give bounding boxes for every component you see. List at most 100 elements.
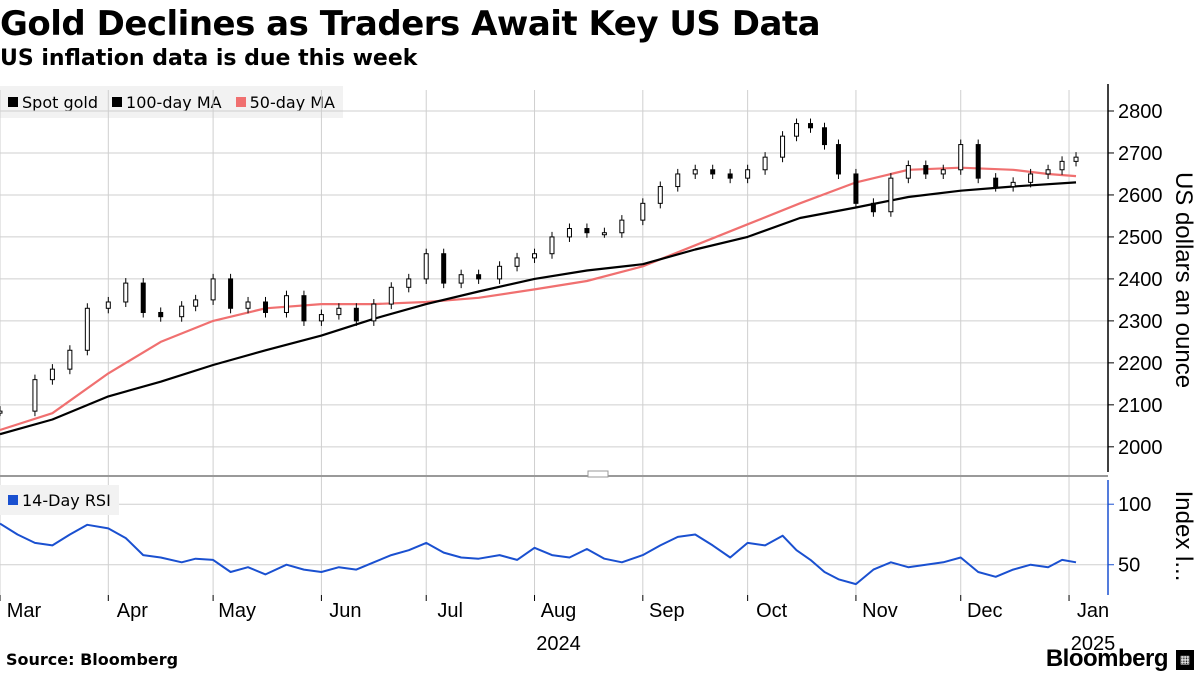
x-tick-label-5: Aug [541, 600, 577, 622]
series-spot-gold [0, 118, 1079, 417]
x-tick-label-3: Jun [329, 600, 361, 622]
candle-body-15 [283, 295, 289, 313]
chart-title: Gold Declines as Traders Await Key US Da… [0, 4, 821, 44]
y-axis-title-rsi: Index l... [1170, 491, 1197, 582]
main-legend: Spot gold 100-day MA 50-day MA [0, 86, 343, 118]
candle-body-21 [388, 286, 394, 305]
candle-body-2 [49, 368, 55, 381]
legend-label-rsi[interactable]: 14-Day RSI [22, 490, 111, 510]
x-tick-label-1: Apr [117, 600, 148, 622]
candle-body-3 [67, 349, 73, 370]
candle-body-50 [888, 177, 894, 213]
candle-body-39 [710, 169, 716, 175]
candle-body-20 [371, 303, 377, 322]
legend-swatch-rsi [8, 495, 18, 505]
legend-swatch-spot-gold [8, 97, 18, 107]
y-tick-label-2: 2200 [1118, 353, 1163, 375]
candle-body-10 [193, 299, 199, 307]
candle-body-58 [1028, 173, 1034, 183]
candle-body-38 [692, 169, 698, 175]
candle-body-8 [158, 311, 164, 318]
brand-logo-text: Bloomberg [1045, 645, 1169, 672]
candle-body-6 [123, 282, 129, 303]
candle-body-11 [210, 278, 216, 301]
candle-body-55 [975, 144, 981, 179]
candle-body-61 [1073, 156, 1079, 162]
x-tick-label-7: Oct [756, 600, 788, 622]
candle-body-18 [336, 307, 342, 316]
candle-body-41 [745, 169, 751, 179]
candle-body-54 [958, 144, 964, 171]
y-tick-label-3: 2300 [1118, 311, 1163, 333]
candle-body-13 [245, 301, 251, 309]
candle-body-59 [1045, 169, 1051, 175]
candle-body-9 [179, 305, 185, 318]
candle-body-29 [532, 253, 538, 259]
candle-body-51 [905, 165, 911, 179]
series-50-day-ma-line [0, 166, 1077, 432]
candle-body-56 [993, 177, 999, 188]
y-tick-label-6: 2600 [1118, 185, 1163, 207]
candle-body-0 [0, 410, 3, 414]
candle-body-53 [940, 169, 946, 175]
candle-body-48 [853, 173, 859, 204]
y-axis-title-main: US dollars an ounce [1170, 172, 1197, 388]
x-tick-label-6: Sep [649, 600, 685, 622]
candle-body-16 [301, 295, 307, 322]
candle-body-22 [406, 278, 412, 288]
y-tick-label-4: 2400 [1118, 269, 1163, 291]
y-tick-label-8: 2800 [1118, 101, 1163, 123]
candle-body-4 [84, 307, 90, 351]
x-year-label-0: 2024 [536, 633, 581, 655]
x-tick-label-10: Jan [1077, 600, 1109, 622]
legend-item-50-day-ma[interactable]: 50-day MA [235, 92, 335, 112]
candle-body-37 [675, 173, 681, 188]
rsi-tick-label-0: 50 [1118, 555, 1140, 577]
rsi-tick-label-1: 100 [1118, 494, 1151, 516]
candle-body-19 [353, 307, 359, 322]
candle-body-33 [601, 232, 607, 236]
y-tick-label-1: 2100 [1118, 395, 1163, 417]
series-100-day-ma-line [0, 181, 1077, 436]
source-note: Source: Bloomberg [6, 650, 179, 669]
y-tick-label-5: 2500 [1118, 227, 1163, 249]
candle-body-25 [458, 274, 464, 284]
candle-body-23 [423, 253, 429, 280]
candle-body-42 [762, 156, 768, 171]
y-tick-label-0: 2000 [1118, 437, 1163, 459]
candle-body-27 [497, 265, 503, 280]
legend-swatch-100-day-ma [112, 97, 123, 107]
candle-body-57 [1010, 181, 1016, 188]
candle-body-60 [1059, 160, 1065, 171]
legend-item-spot-gold[interactable]: Spot gold [8, 93, 98, 112]
candle-body-46 [821, 127, 827, 146]
candle-body-47 [835, 144, 841, 175]
y-tick-label-7: 2700 [1118, 143, 1163, 165]
legend-item-100-day-ma[interactable]: 100-day MA [112, 93, 222, 112]
candle-body-40 [727, 173, 733, 179]
chart-subtitle: US inflation data is due this week [0, 46, 418, 71]
x-tick-label-2: May [218, 600, 256, 622]
candle-body-36 [657, 186, 663, 204]
candle-body-43 [780, 135, 786, 158]
x-tick-label-9: Dec [967, 600, 1003, 622]
candle-body-24 [441, 253, 447, 284]
candle-body-28 [514, 257, 520, 267]
candle-body-34 [619, 219, 625, 234]
candle-body-32 [584, 228, 590, 234]
candle-body-44 [794, 123, 800, 137]
panel-resize-handle [587, 470, 609, 478]
candle-body-49 [870, 202, 876, 213]
bloomberg-logo-icon: ▦ [1176, 650, 1194, 670]
x-tick-label-0: Mar [7, 600, 42, 622]
candle-body-45 [808, 123, 814, 129]
candle-body-31 [566, 228, 572, 238]
legend-label-spot-gold: Spot gold [22, 92, 99, 112]
rsi-legend: 14-Day RSI [0, 485, 119, 515]
candle-body-30 [549, 236, 555, 255]
candle-body-5 [105, 301, 111, 309]
legend-label-50-day-ma: 50-day MA [249, 92, 335, 112]
series-rsi-line [0, 522, 1077, 586]
candle-body-1 [32, 379, 38, 412]
